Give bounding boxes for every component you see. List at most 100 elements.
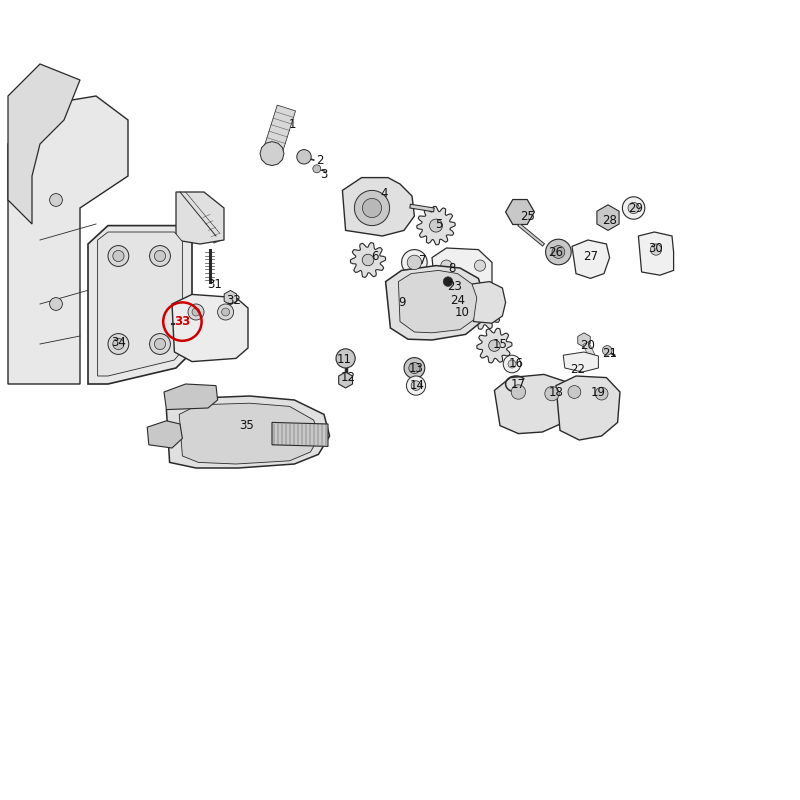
Text: 1: 1 [288,118,296,130]
Text: 22: 22 [570,363,585,376]
Circle shape [650,244,662,255]
Circle shape [188,304,204,320]
Polygon shape [188,410,236,458]
Circle shape [474,284,486,295]
Polygon shape [417,206,455,245]
Circle shape [218,304,234,320]
Text: 5: 5 [434,218,442,230]
Text: 10: 10 [455,306,470,318]
Text: 23: 23 [447,280,462,293]
Polygon shape [8,96,128,384]
Text: 28: 28 [602,214,617,226]
Text: 25: 25 [521,210,535,222]
Polygon shape [342,178,414,236]
Polygon shape [164,384,218,410]
Circle shape [443,277,453,286]
Polygon shape [202,214,222,243]
Polygon shape [147,421,182,448]
Circle shape [552,246,565,258]
Circle shape [108,334,129,354]
Circle shape [407,255,422,270]
Circle shape [511,385,526,399]
Text: 35: 35 [239,419,254,432]
Text: 7: 7 [418,254,426,266]
Circle shape [628,202,639,214]
Polygon shape [506,199,534,225]
Circle shape [50,194,62,206]
Polygon shape [494,374,574,434]
Circle shape [441,260,452,271]
Text: 32: 32 [226,294,241,306]
Circle shape [430,219,442,232]
Circle shape [50,298,62,310]
Text: 9: 9 [398,296,406,309]
Polygon shape [578,333,590,347]
Polygon shape [386,266,484,340]
Text: 31: 31 [207,278,222,290]
Polygon shape [472,282,506,323]
Circle shape [222,308,230,316]
Polygon shape [226,410,274,458]
Text: 4: 4 [380,187,388,200]
Circle shape [150,334,170,354]
Polygon shape [176,192,224,244]
Polygon shape [98,232,182,376]
Polygon shape [263,105,295,157]
Text: 33: 33 [174,315,190,328]
Circle shape [113,338,124,350]
Text: 6: 6 [370,250,378,262]
Polygon shape [350,242,386,278]
Circle shape [204,426,220,442]
Text: 3: 3 [320,168,328,181]
Polygon shape [477,328,512,363]
Circle shape [150,246,170,266]
Polygon shape [272,422,328,446]
Circle shape [154,338,166,350]
Text: 14: 14 [410,379,425,392]
Text: 16: 16 [509,358,523,370]
Text: 11: 11 [337,354,351,366]
Text: 13: 13 [409,362,423,374]
Text: 21: 21 [602,347,617,360]
Polygon shape [166,396,330,468]
Polygon shape [260,142,284,166]
Polygon shape [398,270,477,333]
Circle shape [474,260,486,271]
Circle shape [242,426,258,442]
Circle shape [545,386,559,401]
Circle shape [568,386,581,398]
Text: 34: 34 [111,336,126,349]
Polygon shape [582,342,595,358]
Polygon shape [224,290,237,305]
Polygon shape [638,232,674,275]
Text: 27: 27 [583,250,598,262]
Polygon shape [88,226,192,384]
Text: 17: 17 [511,378,526,390]
Polygon shape [572,240,610,278]
Text: 20: 20 [581,339,595,352]
Circle shape [113,250,124,262]
Circle shape [297,150,311,164]
Polygon shape [338,372,353,388]
Text: 19: 19 [591,386,606,398]
Polygon shape [442,266,490,298]
Polygon shape [563,352,598,372]
Text: 15: 15 [493,338,507,350]
Text: 12: 12 [341,371,355,384]
Circle shape [602,346,612,355]
Circle shape [622,197,645,219]
Polygon shape [172,294,248,362]
Circle shape [503,355,521,373]
Polygon shape [556,376,620,440]
Polygon shape [179,403,320,464]
Circle shape [404,358,425,378]
Text: 8: 8 [448,262,456,274]
Circle shape [441,284,452,295]
Text: 26: 26 [549,246,563,258]
Circle shape [108,246,129,266]
Polygon shape [8,64,80,224]
Polygon shape [466,294,502,330]
Circle shape [336,349,355,368]
Circle shape [406,376,426,395]
Text: 30: 30 [649,242,663,254]
